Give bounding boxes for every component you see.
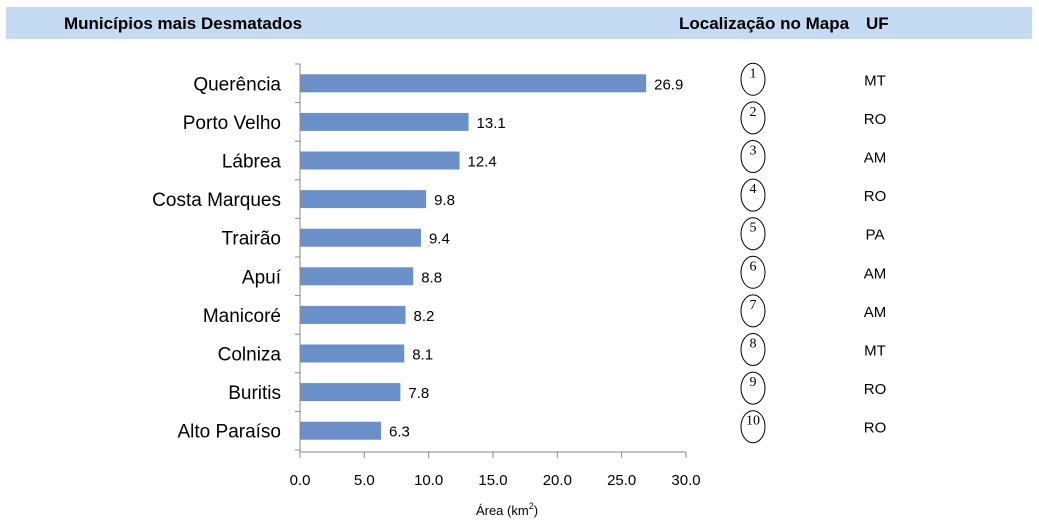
bar — [300, 228, 421, 247]
data-label: 9.8 — [434, 192, 455, 209]
uf-label: RO — [864, 381, 887, 398]
x-tick-label: 30.0 — [671, 472, 700, 489]
uf-label: AM — [864, 265, 887, 282]
map-location-circle — [740, 371, 766, 405]
uf-label: RO — [864, 111, 887, 128]
category-label: Porto Velho — [183, 113, 281, 134]
category-label: Manicoré — [203, 306, 281, 327]
bar — [300, 190, 427, 209]
map-location-number: 5 — [750, 221, 757, 236]
data-label: 8.2 — [414, 308, 435, 325]
map-location-circle — [740, 62, 766, 96]
bar — [300, 421, 382, 440]
map-location-number: 1 — [750, 66, 757, 81]
map-location-number: 2 — [750, 105, 757, 120]
uf-label: RO — [864, 420, 887, 437]
x-tick-label: 5.0 — [354, 472, 375, 489]
data-label: 6.3 — [389, 424, 410, 441]
x-tick-label: 20.0 — [543, 472, 572, 489]
x-tick-label: 25.0 — [607, 472, 636, 489]
bar — [300, 305, 406, 324]
category-label: Apuí — [242, 267, 282, 288]
map-location-number: 8 — [750, 337, 757, 352]
chart-title: Municípios mais Desmatados — [64, 14, 303, 33]
uf-label: PA — [866, 227, 885, 244]
x-axis-title: Área (km2) — [476, 501, 538, 518]
bar — [300, 267, 414, 286]
map-location-number: 7 — [750, 298, 757, 313]
category-label: Colniza — [218, 345, 282, 366]
uf-label: AM — [864, 150, 887, 167]
map-location-circle — [740, 101, 766, 135]
data-label: 13.1 — [477, 115, 506, 132]
map-location-number: 4 — [750, 182, 757, 197]
map-location-circle — [740, 255, 766, 289]
uf-label: RO — [864, 188, 887, 205]
data-label: 8.1 — [412, 347, 433, 364]
map-location-circle — [740, 333, 766, 366]
bar — [300, 151, 460, 170]
bar — [300, 344, 405, 363]
category-label: Querência — [193, 74, 281, 95]
map-location-circle — [740, 410, 766, 444]
x-tick-label: 10.0 — [414, 472, 443, 489]
data-label: 9.4 — [429, 231, 450, 248]
map-location-circle — [740, 178, 766, 212]
category-label: Trairão — [222, 229, 281, 250]
uf-label: MT — [864, 343, 886, 360]
map-location-circle — [740, 217, 766, 251]
category-label: Buritis — [228, 383, 281, 404]
map-location-header: Localização no Mapa — [679, 14, 850, 33]
category-label: Costa Marques — [152, 190, 281, 211]
bar — [300, 383, 401, 402]
x-tick-label: 15.0 — [478, 472, 507, 489]
data-label: 8.8 — [421, 269, 442, 286]
map-location-number: 6 — [750, 259, 757, 274]
data-label: 7.8 — [408, 385, 429, 402]
map-location-number: 9 — [750, 375, 757, 390]
uf-label: AM — [864, 304, 887, 321]
category-label: Alto Paraíso — [178, 422, 282, 443]
map-location-circle — [740, 294, 766, 328]
bar — [300, 112, 469, 131]
header-bar — [6, 7, 1032, 39]
map-location-circle — [740, 140, 766, 173]
bar — [300, 74, 647, 93]
map-location-number: 10 — [746, 414, 760, 429]
data-label: 26.9 — [654, 76, 683, 93]
uf-label: MT — [864, 72, 886, 89]
map-location-number: 3 — [750, 144, 757, 159]
category-label: Lábrea — [222, 152, 282, 173]
uf-header: UF — [866, 14, 889, 33]
x-tick-label: 0.0 — [290, 472, 311, 489]
data-label: 12.4 — [468, 154, 497, 171]
